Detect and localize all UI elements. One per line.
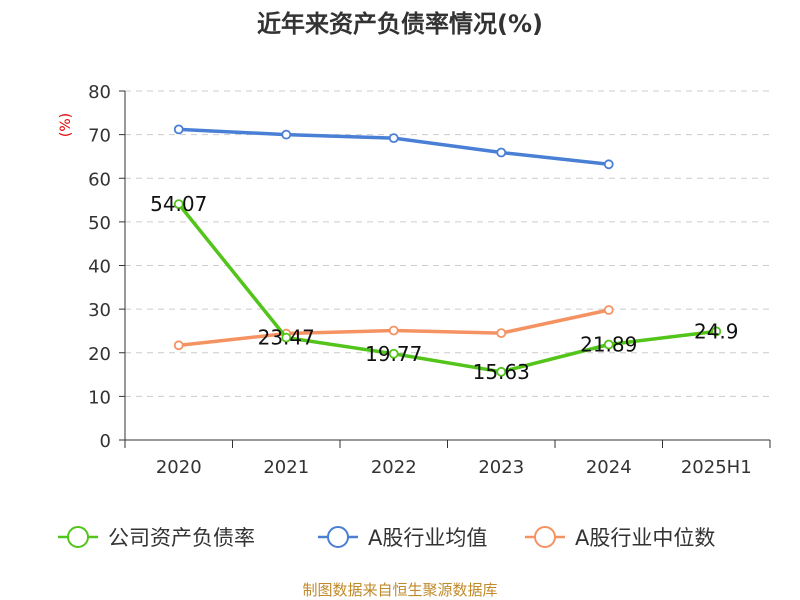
- series-line: [177, 203, 717, 374]
- x-tick-label: 2020: [156, 457, 202, 478]
- data-point: [603, 159, 614, 170]
- chart-title: 近年来资产负债率情况(%): [257, 10, 543, 38]
- data-point: [281, 129, 292, 140]
- data-point: [388, 133, 399, 144]
- data-label: 21.89: [580, 333, 637, 357]
- x-tick-label: 2022: [371, 457, 417, 478]
- y-tick-label: 0: [100, 431, 111, 452]
- data-point: [388, 325, 399, 336]
- data-point: [711, 326, 722, 337]
- data-point: [173, 340, 184, 351]
- legend-marker: [67, 526, 89, 548]
- legend-label: A股行业中位数: [575, 526, 715, 550]
- grid: [125, 90, 770, 397]
- data-point: [603, 339, 614, 350]
- data-label: 15.63: [473, 360, 530, 384]
- y-tick-label: 80: [88, 82, 111, 103]
- data-point: [173, 199, 184, 210]
- data-point: [603, 305, 614, 315]
- data-label: 24.9: [694, 319, 739, 343]
- legend-marker: [534, 526, 556, 548]
- x-tick-label: 2024: [586, 457, 632, 478]
- source-note: 制图数据来自恒生聚源数据库: [302, 581, 497, 599]
- series-layer: [173, 124, 722, 377]
- y-tick-label: 60: [88, 169, 111, 190]
- data-point: [496, 328, 507, 339]
- axes: 0 10 20 30 40 50 60 70 80 2020 2021 2022 2023 2024 202…: [88, 82, 771, 478]
- data-labels: 54.07 23.47 19.77 15.63 21.89 24.9: [150, 192, 738, 384]
- data-label: 23.47: [258, 326, 315, 350]
- data-point: [173, 124, 184, 135]
- data-label: 54.07: [150, 192, 207, 216]
- legend-label: 公司资产负债率: [108, 526, 255, 550]
- y-axis-label: (%): [58, 113, 74, 137]
- y-tick-label: 10: [88, 387, 111, 408]
- x-tick-label: 2021: [263, 457, 309, 478]
- data-point: [281, 332, 292, 343]
- legend: 公司资产负债率 A股行业均值 A股行业中位数: [58, 526, 715, 550]
- legend-label: A股行业均值: [368, 526, 487, 550]
- y-tick-label: 20: [88, 344, 111, 365]
- y-tick-label: 70: [88, 126, 111, 147]
- data-label: 19.77: [365, 342, 422, 366]
- x-tick-label: 2023: [478, 457, 524, 478]
- data-point: [388, 348, 399, 359]
- y-tick-label: 50: [88, 213, 111, 234]
- data-point: [496, 366, 507, 377]
- legend-marker: [327, 526, 349, 548]
- data-point: [496, 147, 507, 158]
- x-tick-label: 2025H1: [681, 457, 752, 478]
- y-tick-label: 40: [88, 257, 111, 278]
- y-tick-label: 30: [88, 300, 111, 321]
